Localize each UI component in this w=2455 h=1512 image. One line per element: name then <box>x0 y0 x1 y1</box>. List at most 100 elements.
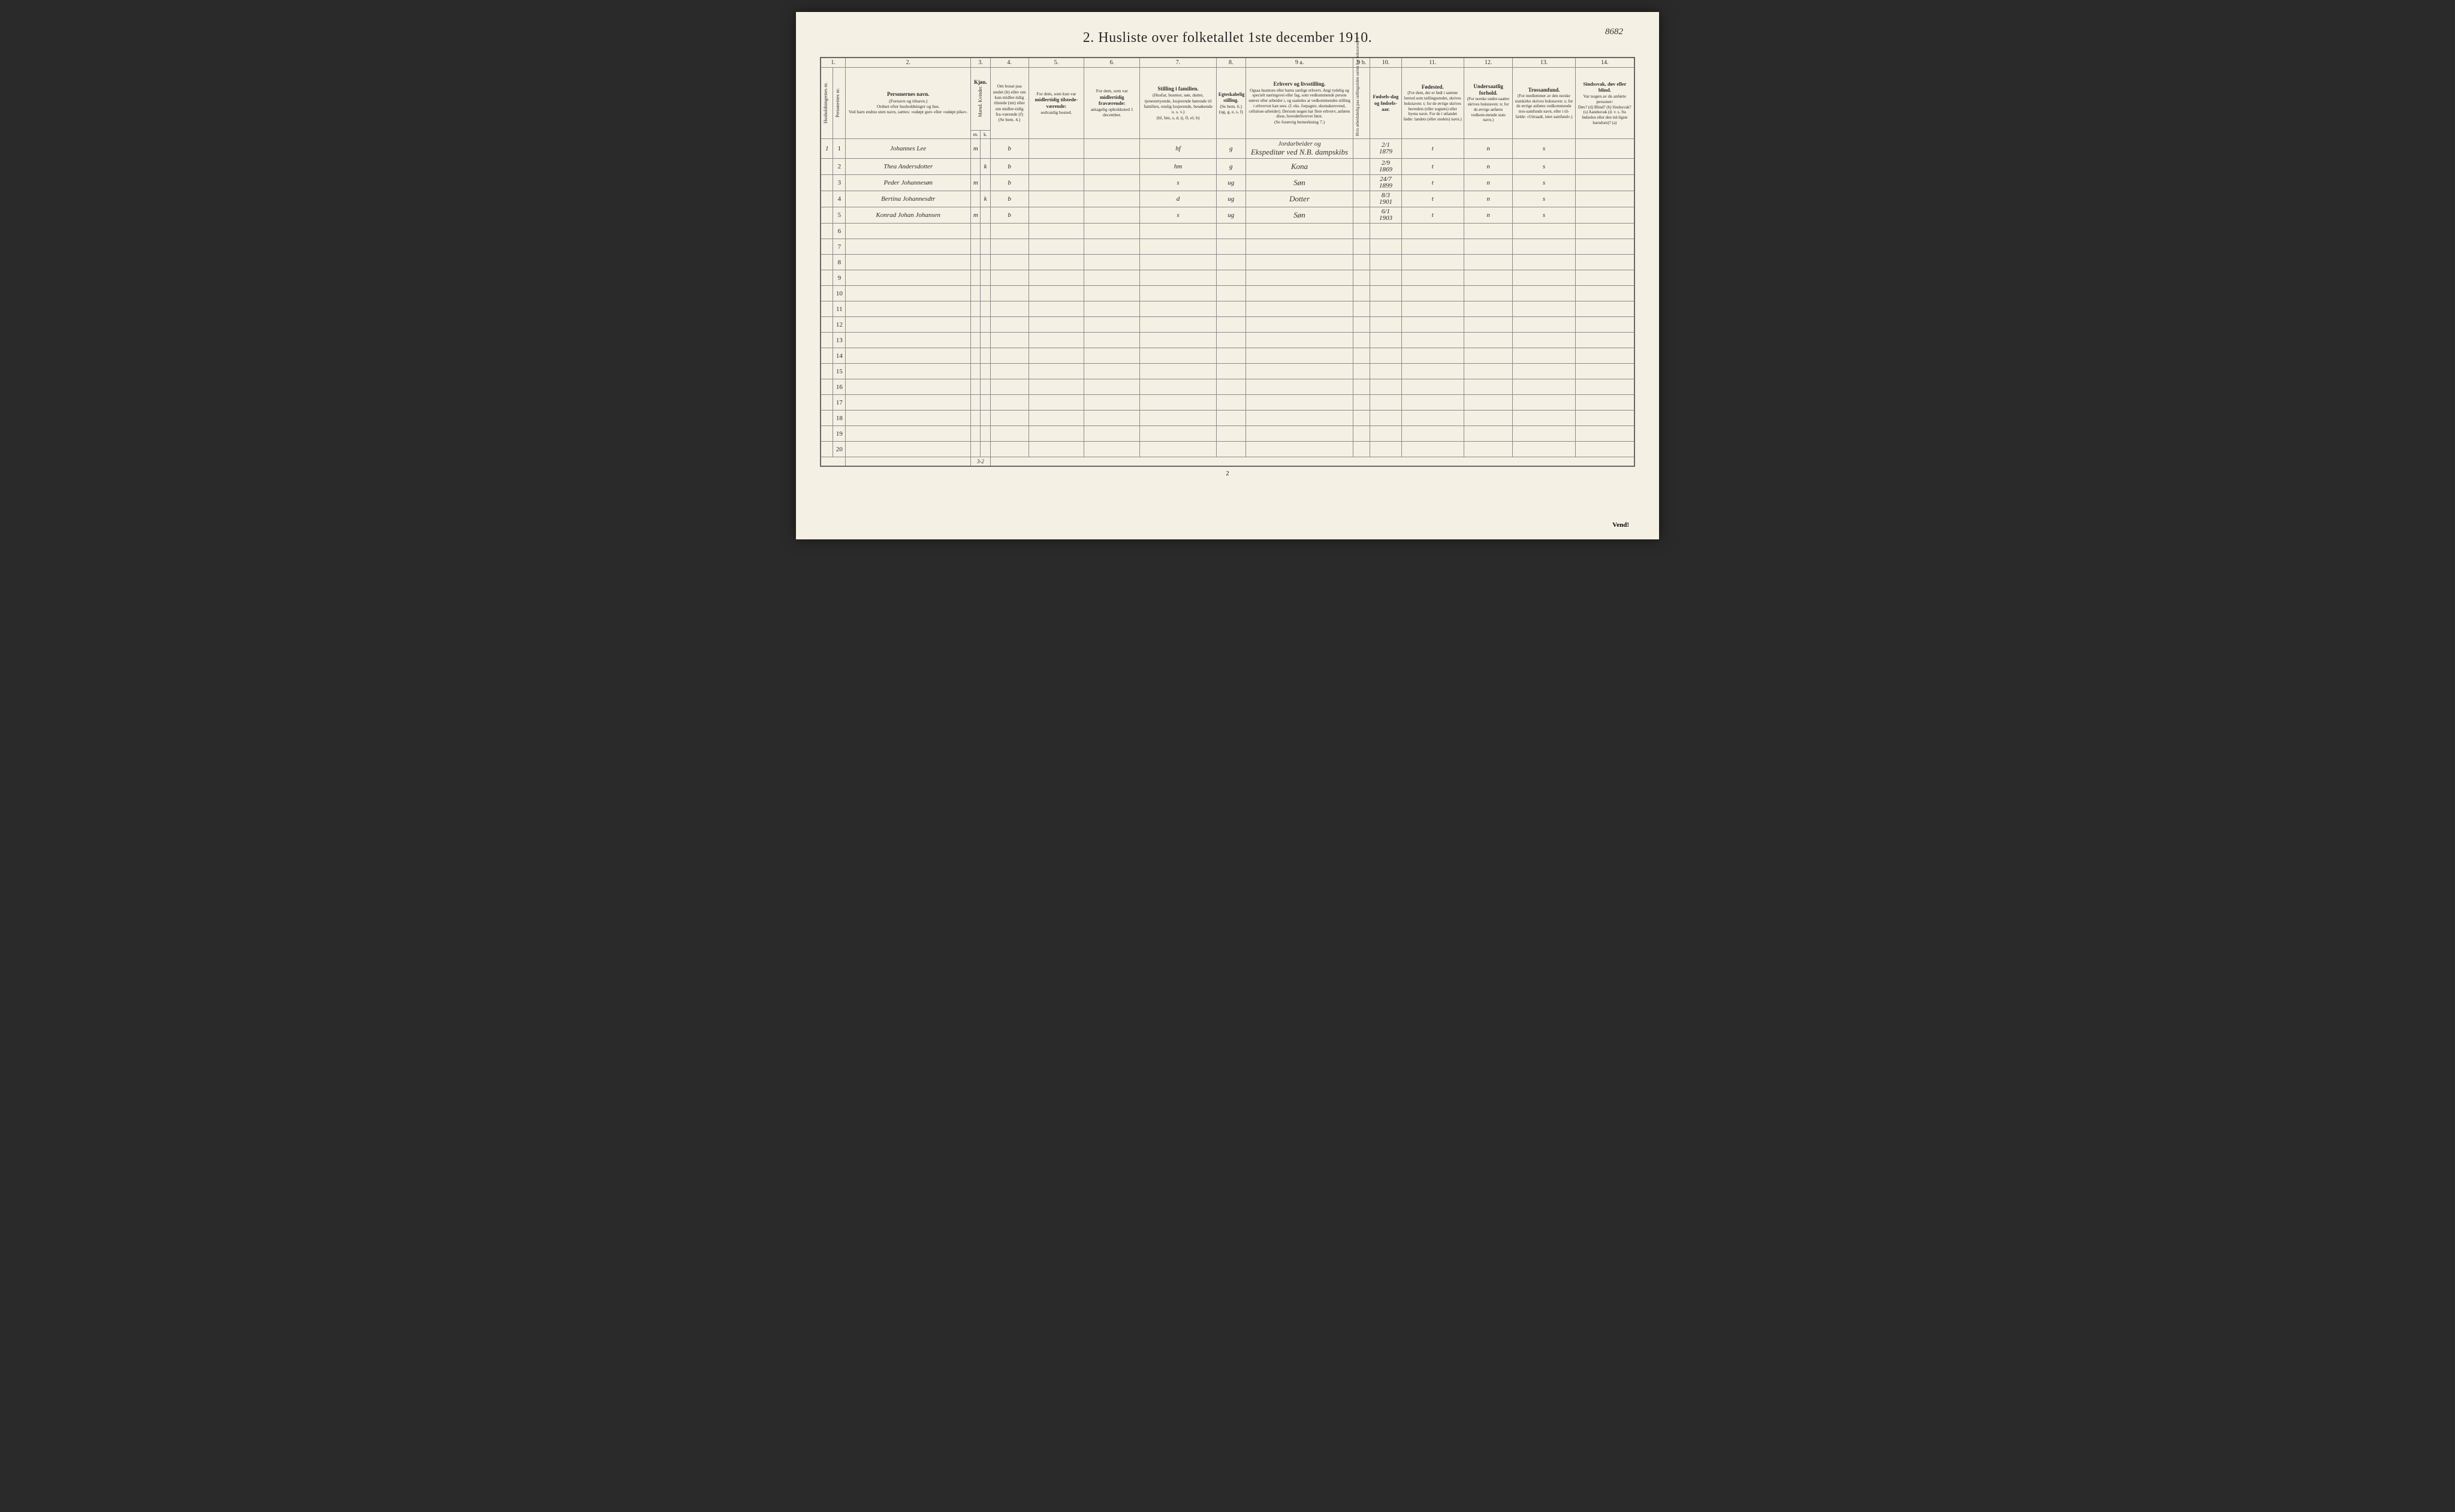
cell <box>1353 286 1370 301</box>
cell-tros: s <box>1513 207 1575 224</box>
table-row: 17 <box>821 395 1634 411</box>
cell <box>1575 426 1634 442</box>
cell <box>1084 224 1140 239</box>
cell <box>846 239 971 255</box>
cell <box>981 224 990 239</box>
cell-erhverv: Kona <box>1245 159 1353 175</box>
cell-pn: 8 <box>833 255 846 270</box>
colnum-6: 6. <box>1084 58 1140 68</box>
cell-c6 <box>1084 191 1140 207</box>
table-row: 12 <box>821 317 1634 333</box>
cell-name: Johannes Lee <box>846 139 971 159</box>
cell <box>1029 442 1084 457</box>
cell <box>981 426 990 442</box>
cell-pn: 3 <box>833 175 846 191</box>
cell <box>1513 286 1575 301</box>
cell <box>1245 426 1353 442</box>
cell <box>981 379 990 395</box>
cell-9b <box>1353 159 1370 175</box>
cell <box>1464 301 1513 317</box>
cell <box>1575 239 1634 255</box>
cell-hh <box>821 426 833 442</box>
cell <box>1513 348 1575 364</box>
cell <box>1401 379 1464 395</box>
cell-bosat: b <box>990 207 1029 224</box>
cell-14 <box>1575 139 1634 159</box>
cell <box>1575 379 1634 395</box>
cell <box>1245 270 1353 286</box>
cell <box>1513 364 1575 379</box>
cell-fodested: t <box>1401 159 1464 175</box>
hdr-erhverv: Erhverv og livsstilling. Ogsaa husmors e… <box>1245 68 1353 139</box>
cell <box>846 333 971 348</box>
cell <box>990 442 1029 457</box>
cell <box>1140 411 1217 426</box>
cell-c5 <box>1029 159 1084 175</box>
cell <box>1029 286 1084 301</box>
cell <box>1370 224 1401 239</box>
colnum-10: 10. <box>1370 58 1401 68</box>
colnum-8: 8. <box>1216 58 1245 68</box>
cell <box>1029 301 1084 317</box>
cell-9b <box>1353 175 1370 191</box>
cell <box>1370 333 1401 348</box>
table-row: 5 Konrad Johan Johansen m b s ug Søn 6/1… <box>821 207 1634 224</box>
table-row: 3 Peder Johannesøn m b s ug Søn 24/71899… <box>821 175 1634 191</box>
cell-erhverv: Jordarbeider ogEkspeditør ved N.B. damps… <box>1245 139 1353 159</box>
vend-label: Vend! <box>1612 521 1629 529</box>
cell <box>846 395 971 411</box>
cell-9b <box>1353 191 1370 207</box>
cell-pn: 13 <box>833 333 846 348</box>
cell <box>1140 364 1217 379</box>
cell-pn: 18 <box>833 411 846 426</box>
cell-14 <box>1575 159 1634 175</box>
cell <box>1216 255 1245 270</box>
hdr-k: k. <box>981 131 990 139</box>
cell-fodested: t <box>1401 139 1464 159</box>
cell-pn: 4 <box>833 191 846 207</box>
cell-k: k <box>981 191 990 207</box>
hdr-undersaatlig: Undersaatlig forhold. (For norske under-… <box>1464 68 1513 139</box>
cell-pn: 11 <box>833 301 846 317</box>
cell <box>1084 286 1140 301</box>
data-body: 1 1 Johannes Lee m b hf g Jordarbeider o… <box>821 139 1634 457</box>
cell-egte: g <box>1216 159 1245 175</box>
cell <box>1575 286 1634 301</box>
cell-pn: 16 <box>833 379 846 395</box>
cell <box>1084 317 1140 333</box>
cell <box>1216 379 1245 395</box>
cell-fodested: t <box>1401 191 1464 207</box>
cell <box>971 255 981 270</box>
cell-hh <box>821 348 833 364</box>
cell-hh <box>821 379 833 395</box>
cell-pn: 20 <box>833 442 846 457</box>
cell <box>1575 348 1634 364</box>
cell <box>1140 379 1217 395</box>
cell <box>1513 379 1575 395</box>
cell <box>1140 317 1217 333</box>
cell-hh <box>821 175 833 191</box>
cell-tros: s <box>1513 159 1575 175</box>
cell <box>846 411 971 426</box>
cell-hh <box>821 224 833 239</box>
cell-under: n <box>1464 191 1513 207</box>
cell-pn: 9 <box>833 270 846 286</box>
cell-fodested: t <box>1401 207 1464 224</box>
cell <box>981 286 990 301</box>
cell-under: n <box>1464 159 1513 175</box>
cell-9b <box>1353 207 1370 224</box>
colnum-14: 14. <box>1575 58 1634 68</box>
cell <box>1084 411 1140 426</box>
cell-pn: 10 <box>833 286 846 301</box>
cell <box>981 270 990 286</box>
cell <box>1575 411 1634 426</box>
cell-under: n <box>1464 175 1513 191</box>
cell-name: Peder Johannesøn <box>846 175 971 191</box>
cell-bosat: b <box>990 139 1029 159</box>
cell <box>1245 395 1353 411</box>
cell <box>981 411 990 426</box>
cell <box>1029 317 1084 333</box>
footer-tally: 3-2 <box>971 457 990 467</box>
cell <box>990 270 1029 286</box>
cell-c6 <box>1084 175 1140 191</box>
